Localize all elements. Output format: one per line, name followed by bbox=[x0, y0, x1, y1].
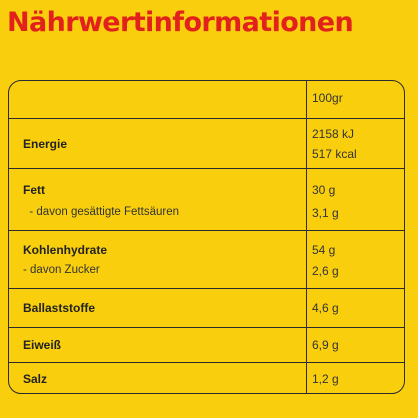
row-value: 54 g bbox=[312, 243, 336, 257]
row-label: Kohlenhydrate bbox=[23, 243, 108, 257]
header-unit: 100gr bbox=[312, 91, 343, 105]
table-header-row: 100gr bbox=[9, 81, 404, 119]
row-sub-label: - davon Zucker bbox=[23, 264, 100, 276]
row-value: 30 g bbox=[312, 183, 336, 197]
row-value: 1,2 g bbox=[312, 372, 339, 386]
row-label: Fett bbox=[23, 183, 45, 197]
table-row-ballaststoffe: Ballaststoffe 4,6 g bbox=[9, 289, 404, 328]
row-label: Salz bbox=[23, 372, 48, 386]
row-value: 4,6 g bbox=[312, 301, 339, 315]
row-label: Ballaststoffe bbox=[23, 301, 96, 315]
row-value: 6,9 g bbox=[312, 338, 339, 352]
row-sub-value: 2,6 g bbox=[312, 264, 339, 278]
table-row-kohlenhydrate: Kohlenhydrate - davon Zucker 54 g 2,6 g bbox=[9, 231, 404, 289]
row-label: Eiweiß bbox=[23, 338, 62, 352]
nutrition-table: 100gr Energie 2158 kJ 517 kcal Fett - da… bbox=[8, 80, 405, 394]
column-divider bbox=[306, 81, 307, 393]
row-label: Energie bbox=[23, 137, 68, 151]
table-row-energie: Energie 2158 kJ 517 kcal bbox=[9, 119, 404, 169]
row-sub-label: - davon gesättigte Fettsäuren bbox=[23, 206, 179, 218]
table-row-fett: Fett - davon gesättigte Fettsäuren 30 g … bbox=[9, 169, 404, 231]
table-row-salz: Salz 1,2 g bbox=[9, 363, 404, 393]
row-sub-value: 3,1 g bbox=[312, 206, 339, 220]
page-title: Nährwertinformationen bbox=[7, 7, 354, 38]
row-value-kj: 2158 kJ bbox=[312, 127, 355, 141]
table-row-eiweiss: Eiweiß 6,9 g bbox=[9, 328, 404, 363]
row-value-kcal: 517 kcal bbox=[312, 147, 357, 161]
